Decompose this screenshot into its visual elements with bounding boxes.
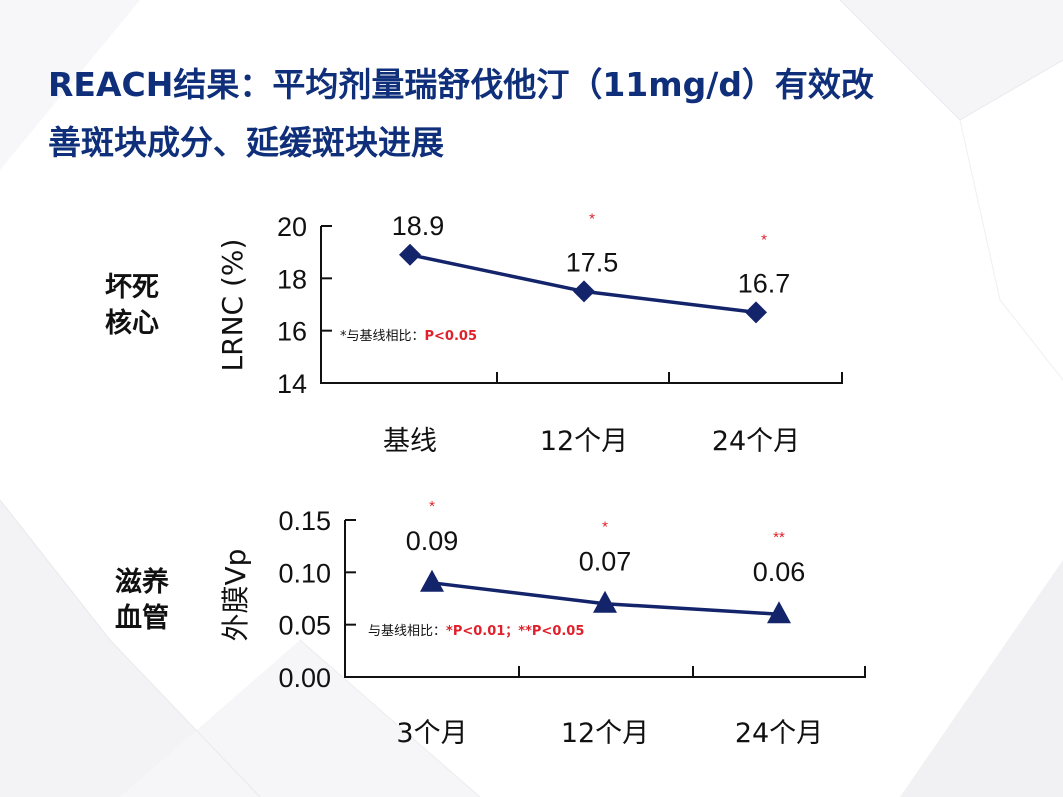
vp-y-tick-label: 0.15 xyxy=(278,506,331,536)
vp-x-tick-label: 12个月 xyxy=(561,718,649,749)
lrnc-data-point xyxy=(745,301,767,324)
vp-data-point xyxy=(420,569,444,592)
lrnc-annotation-pvalue: P<0.05 xyxy=(425,329,478,344)
slide-title-line1: REACH结果：平均剂量瑞舒伐他汀（11mg/d）有效改 xyxy=(48,65,874,104)
vp-y-tick-label: 0.05 xyxy=(278,611,331,641)
vp-annotation-prefix: 与基线相比： xyxy=(368,624,446,639)
vp-x-tick-label: 3个月 xyxy=(396,718,467,749)
vp-annotation: 与基线相比：*P<0.01；**P<0.05 xyxy=(368,624,584,639)
slide-title: REACH结果：平均剂量瑞舒伐他汀（11mg/d）有效改 善斑块成分、延缓斑块进… xyxy=(48,56,1008,172)
lrnc-y-tick-label: 20 xyxy=(277,212,307,242)
row-label-necrotic-core-line1: 坏死 xyxy=(105,272,159,303)
row-label-vasa-vasorum-line1: 滋养 xyxy=(115,567,169,598)
vp-x-tick-label: 24个月 xyxy=(735,718,823,749)
lrnc-data-point xyxy=(573,280,595,303)
lrnc-annotation: *与基线相比：P<0.05 xyxy=(340,329,477,344)
vp-significance-mark: * xyxy=(429,498,435,515)
lrnc-y-axis-label: LRNC (%) xyxy=(216,239,249,372)
vp-data-label: 0.09 xyxy=(406,526,459,556)
lrnc-significance-mark: * xyxy=(589,210,595,227)
vp-y-tick-label: 0.10 xyxy=(278,558,331,588)
row-label-necrotic-core-line2: 核心 xyxy=(105,308,159,339)
vp-data-point xyxy=(593,590,617,613)
vp-significance-mark: ** xyxy=(773,529,785,546)
slide-title-line2: 善斑块成分、延缓斑块进展 xyxy=(48,123,444,162)
lrnc-annotation-prefix: *与基线相比： xyxy=(340,329,425,344)
lrnc-data-label: 16.7 xyxy=(738,268,791,298)
lrnc-y-tick-label: 16 xyxy=(277,317,307,347)
lrnc-data-point xyxy=(399,243,421,266)
lrnc-data-label: 18.9 xyxy=(392,211,445,241)
lrnc-x-tick-label: 12个月 xyxy=(540,426,628,457)
vp-annotation-pvalue: *P<0.01；**P<0.05 xyxy=(446,624,584,639)
vp-data-label: 0.07 xyxy=(579,547,632,577)
lrnc-data-label: 17.5 xyxy=(566,247,619,277)
lrnc-x-tick-label: 基线 xyxy=(383,426,437,457)
row-label-vasa-vasorum: 滋养 血管 xyxy=(102,565,182,637)
lrnc-y-tick-label: 18 xyxy=(277,264,307,294)
lrnc-y-tick-label: 14 xyxy=(277,369,307,399)
vp-data-label: 0.06 xyxy=(753,557,806,587)
row-label-vasa-vasorum-line2: 血管 xyxy=(115,603,169,634)
vp-y-axis-label: 外膜Vp xyxy=(219,549,252,642)
vp-data-point xyxy=(767,601,791,624)
lrnc-significance-mark: * xyxy=(761,231,767,248)
lrnc-x-tick-label: 24个月 xyxy=(712,426,800,457)
row-label-necrotic-core: 坏死 核心 xyxy=(92,270,172,342)
vp-y-tick-label: 0.00 xyxy=(278,663,331,693)
vp-significance-mark: * xyxy=(602,519,608,536)
